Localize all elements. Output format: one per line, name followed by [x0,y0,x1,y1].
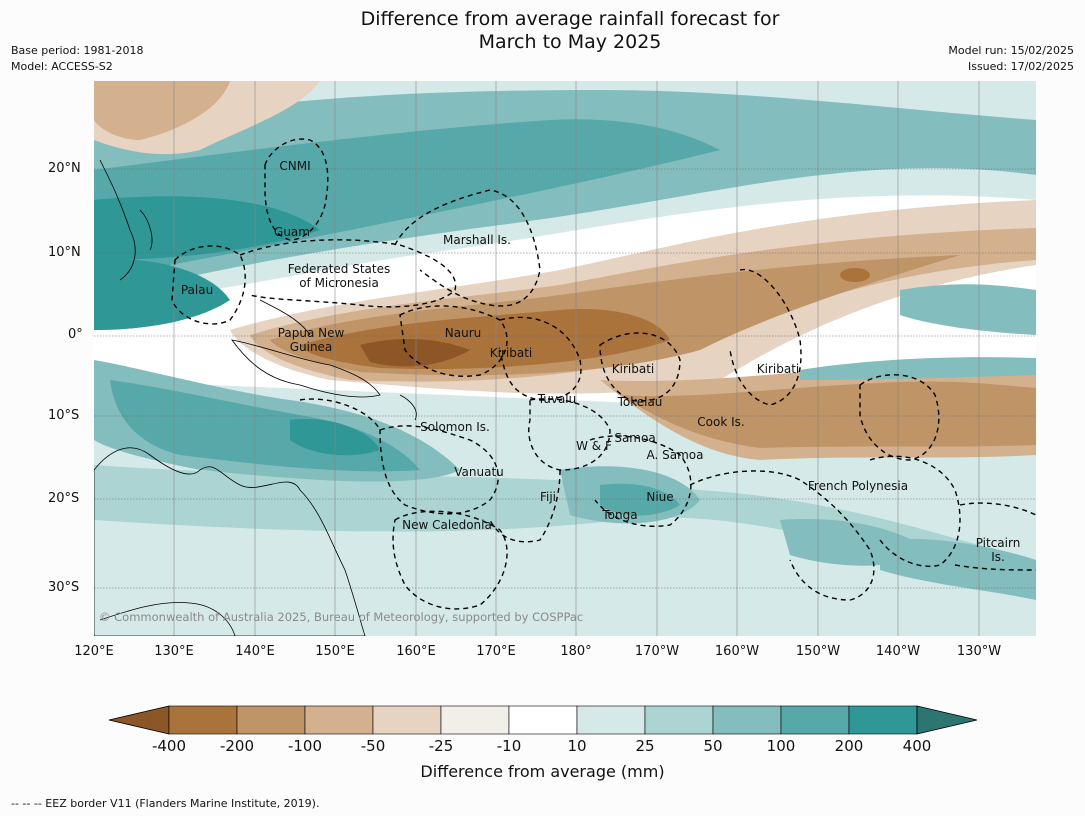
lat-tick-30s: 30°S [48,580,80,595]
map-title: Difference from average rainfall forecas… [0,8,1085,54]
colorbar-tick-label: 100 [766,737,796,755]
colorbar-tick-label: 200 [834,737,864,755]
label-samoa: Samoa [614,431,656,445]
label-cnmi: CNMI [279,159,311,173]
png-line-2: Guinea [289,340,333,354]
label-pitcairn: Pitcairn Is. [976,536,1021,564]
colorbar-cell [848,705,918,735]
lon-tick-170w: 170°W [634,644,680,659]
label-kiribati-central: Kiribati [611,362,655,376]
label-fiji: Fiji [539,490,557,504]
micronesia-line-1: Federated States [287,262,391,276]
lon-tick-130e: 130°E [154,644,194,659]
colorbar-cell [372,705,442,735]
label-marshall-islands: Marshall Is. [443,233,511,247]
lon-tick-180: 180° [560,644,592,659]
label-tokelau: Tokelau [617,395,663,409]
label-tonga: Tonga [602,508,638,522]
label-micronesia: Federated States of Micronesia [288,262,390,290]
colorbar-cell [644,705,714,735]
colorbar-tick-label: 10 [567,737,587,755]
pitcairn-line-1: Pitcairn [975,536,1021,550]
colorbar-tick-label: -50 [360,737,386,755]
lon-tick-160e: 160°E [396,644,436,659]
colorbar-tick-label: 400 [902,737,932,755]
model-run: Model run: 15/02/2025 [948,44,1074,57]
coastlines [94,159,417,636]
base-period: Base period: 1981-2018 [11,44,144,57]
label-solomon-islands: Solomon Is. [420,420,490,434]
label-kiribati-east: Kiribati [756,362,800,376]
lon-tick-140w: 140°W [875,644,921,659]
colorbar-cell [236,705,306,735]
colorbar [108,705,978,735]
lon-tick-130w: 130°W [956,644,1002,659]
colorbar-extend-high [916,705,978,735]
rainfall-field [94,81,1036,636]
eez-borders [171,138,1036,610]
colorbar-tick-label: -10 [496,737,522,755]
pitcairn-line-2: Is. [991,550,1005,564]
run-issue-info: Model run: 15/02/2025 Issued: 17/02/2025 [948,43,1074,75]
colorbar-cell [508,705,578,735]
lon-tick-150e: 150°E [315,644,355,659]
label-tuvalu: Tuvalu [537,392,577,406]
label-palau: Palau [180,283,214,297]
lat-tick-20s: 20°S [48,491,80,506]
label-kiribati-west: Kiribati [489,346,533,360]
lat-tick-10n: 10°N [48,245,81,260]
title-line-2: March to May 2025 [478,31,662,53]
colorbar-tick-label: -100 [287,737,323,755]
label-cook-islands: Cook Is. [697,415,745,429]
colorbar-tick-label: 25 [635,737,655,755]
lon-tick-140e: 140°E [235,644,275,659]
png-line-1: Papua New [277,326,345,340]
colorbar-tick-label: -400 [151,737,187,755]
colorbar-tick-label: -200 [219,737,255,755]
label-french-polynesia: French Polynesia [807,479,909,493]
eez-legend-note: -- -- -- EEZ border V11 (Flanders Marine… [11,797,320,810]
label-vanuatu: Vanuatu [454,465,504,479]
micronesia-line-2: of Micronesia [299,276,379,290]
label-american-samoa: A. Samoa [646,448,704,462]
lon-tick-170e: 170°E [476,644,516,659]
colorbar-cell [712,705,782,735]
colorbar-extend-low [108,705,170,735]
colorbar-cell [576,705,646,735]
colorbar-cell [304,705,374,735]
colorbar-cell [780,705,850,735]
label-niue: Niue [646,490,674,504]
colorbar-cell [440,705,510,735]
lat-tick-20n: 20°N [48,161,81,176]
issued-date: Issued: 17/02/2025 [967,60,1074,73]
colorbar-title: Difference from average (mm) [420,762,665,781]
lat-tick-0: 0° [68,327,83,342]
label-wallis-futuna: W & F [576,439,612,453]
lon-tick-160w: 160°W [714,644,760,659]
colorbar-cell [168,705,238,735]
lon-tick-120e: 120°E [74,644,114,659]
label-new-caledonia: New Caledonia [402,518,492,532]
lon-tick-150w: 150°W [795,644,841,659]
base-model-info: Base period: 1981-2018 Model: ACCESS-S2 [11,43,143,75]
colorbar-tick-label: -25 [428,737,454,755]
label-nauru: Nauru [444,326,482,340]
copyright-notice: © Commonwealth of Australia 2025, Bureau… [99,610,584,624]
model-name: Model: ACCESS-S2 [11,60,113,73]
colorbar-tick-label: 50 [703,737,723,755]
label-guam: Guam [274,225,310,239]
title-line-1: Difference from average rainfall forecas… [360,8,780,30]
label-papua-new-guinea: Papua New Guinea [278,326,345,354]
lat-tick-10s: 10°S [48,408,80,423]
